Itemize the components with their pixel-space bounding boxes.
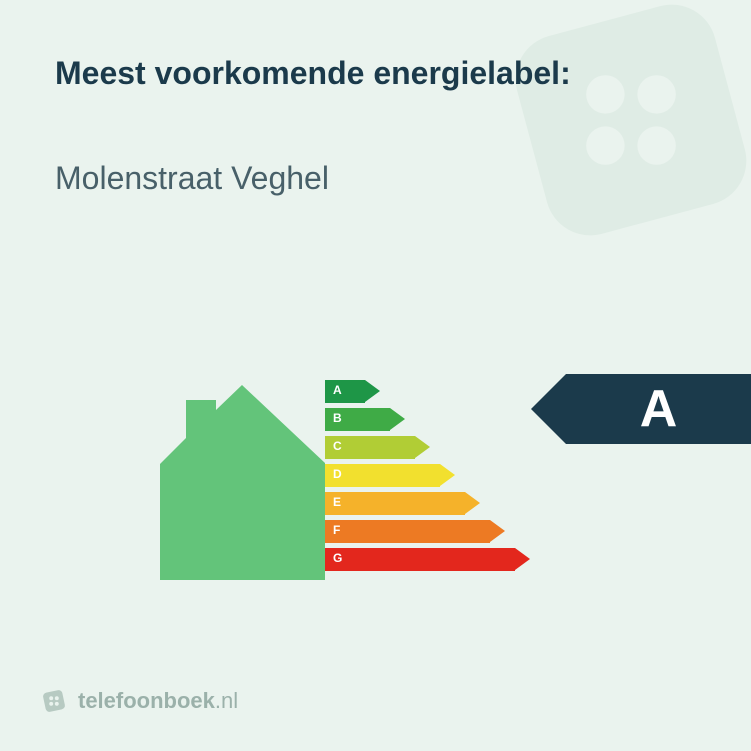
result-badge-text: A [640,379,678,439]
label-bar-text: F [333,523,340,537]
label-bar-text: D [333,467,342,481]
footer-brand: telefoonboek.nl [78,688,238,714]
logo-icon [40,687,68,715]
location-name: Molenstraat Veghel [55,160,329,197]
footer-brand-thin: .nl [215,688,238,713]
footer: telefoonboek.nl [40,687,238,715]
label-bar-text: A [333,383,342,397]
label-bar-text: B [333,411,342,425]
footer-brand-bold: telefoonboek [78,688,215,713]
house-icon [160,380,325,580]
watermark-icon [471,0,751,280]
energy-label-chart: ABCDEFG [160,380,325,585]
label-bar-text: E [333,495,341,509]
label-bar-text: C [333,439,342,453]
page-title: Meest voorkomende energielabel: [55,55,571,92]
label-bar-text: G [333,551,342,565]
